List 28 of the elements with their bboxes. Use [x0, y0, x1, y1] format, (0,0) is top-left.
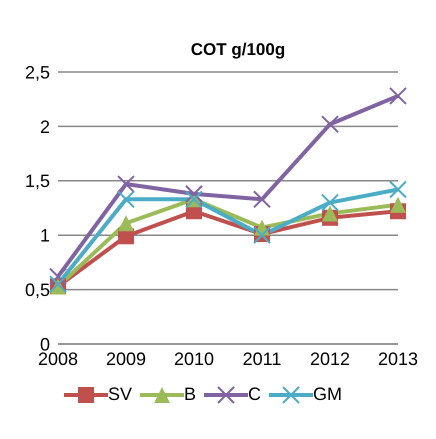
point — [117, 190, 135, 208]
x-tick-label: 2009 — [106, 348, 146, 369]
x-tick-label: 2013 — [378, 348, 418, 369]
x-tick-label: 2010 — [174, 348, 214, 369]
legend-label: B — [184, 384, 196, 405]
y-tick-label: 1 — [40, 226, 50, 246]
point — [389, 180, 407, 199]
point — [49, 268, 67, 286]
point — [253, 190, 271, 208]
point — [390, 196, 406, 213]
point — [322, 205, 338, 222]
point — [321, 194, 339, 212]
y-tick-label: 2 — [40, 116, 50, 137]
point — [389, 86, 407, 105]
legend-label: SV — [108, 384, 132, 405]
point — [118, 215, 134, 232]
y-tick-label: 2,5 — [24, 62, 50, 82]
chart-title: COT g/100g — [190, 40, 286, 60]
point — [117, 175, 135, 194]
y-tick-label: 1,5 — [24, 171, 50, 192]
legend-label: GM — [313, 384, 342, 405]
y-tick-label: 0,5 — [24, 280, 50, 300]
legend-label: C — [248, 384, 262, 405]
x-tick-label: 2012 — [310, 348, 350, 369]
point — [49, 275, 67, 294]
point — [321, 115, 339, 134]
x-tick-label: 2011 — [242, 348, 282, 369]
point — [185, 184, 203, 203]
